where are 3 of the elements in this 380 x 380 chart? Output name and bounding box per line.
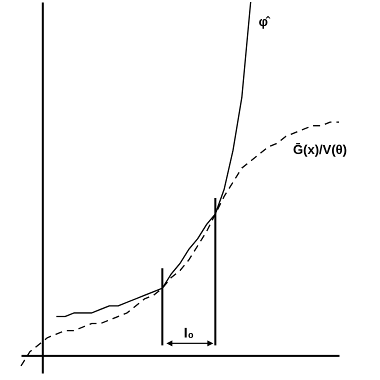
- series-label: Ḡ(x)/V(θ): [293, 142, 347, 158]
- annotation: I₀: [184, 324, 194, 340]
- series-label: φ̂: [258, 14, 271, 29]
